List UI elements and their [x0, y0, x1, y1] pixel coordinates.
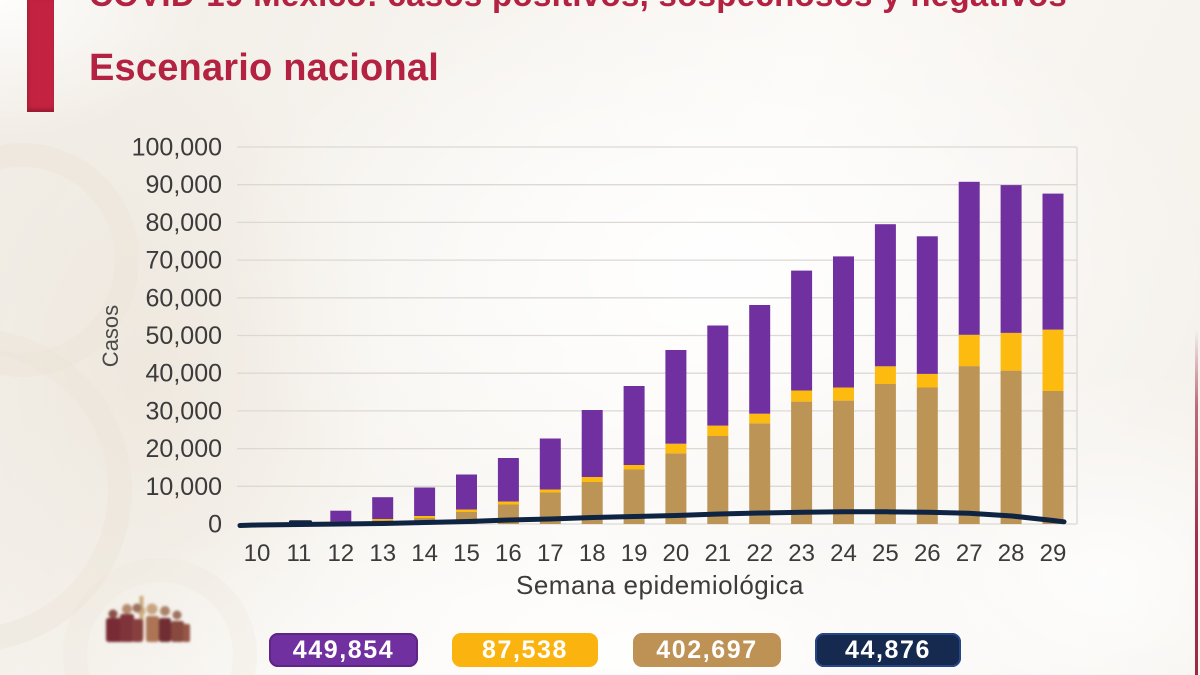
svg-text:80,000: 80,000 [146, 209, 222, 237]
svg-text:29: 29 [1040, 540, 1067, 567]
svg-text:40,000: 40,000 [146, 360, 222, 388]
svg-text:16: 16 [495, 540, 522, 567]
svg-text:Semana epidemiológica: Semana epidemiológica [516, 570, 804, 600]
svg-text:90,000: 90,000 [146, 171, 222, 199]
svg-text:100,000: 100,000 [132, 134, 222, 162]
svg-text:60,000: 60,000 [146, 284, 222, 312]
svg-text:28: 28 [998, 540, 1025, 567]
svg-text:23: 23 [788, 540, 815, 567]
svg-text:14: 14 [411, 540, 438, 567]
svg-text:12: 12 [327, 540, 354, 567]
svg-text:0: 0 [208, 511, 222, 539]
svg-text:13: 13 [369, 540, 396, 567]
svg-text:17: 17 [537, 540, 564, 567]
svg-text:10: 10 [244, 540, 271, 567]
svg-text:20: 20 [663, 540, 690, 567]
svg-text:25: 25 [872, 540, 899, 567]
svg-text:30,000: 30,000 [146, 397, 222, 425]
svg-text:27: 27 [956, 540, 983, 567]
svg-text:24: 24 [830, 540, 857, 567]
svg-text:26: 26 [914, 540, 941, 567]
svg-text:70,000: 70,000 [146, 247, 222, 275]
svg-text:11: 11 [286, 540, 311, 567]
svg-text:22: 22 [746, 540, 773, 567]
svg-text:20,000: 20,000 [146, 435, 222, 463]
svg-text:15: 15 [453, 540, 480, 567]
svg-text:19: 19 [621, 540, 648, 567]
svg-text:10,000: 10,000 [146, 473, 222, 501]
svg-text:50,000: 50,000 [146, 322, 222, 350]
svg-text:Casos: Casos [98, 305, 123, 367]
svg-text:18: 18 [579, 540, 606, 567]
svg-text:21: 21 [704, 540, 731, 567]
